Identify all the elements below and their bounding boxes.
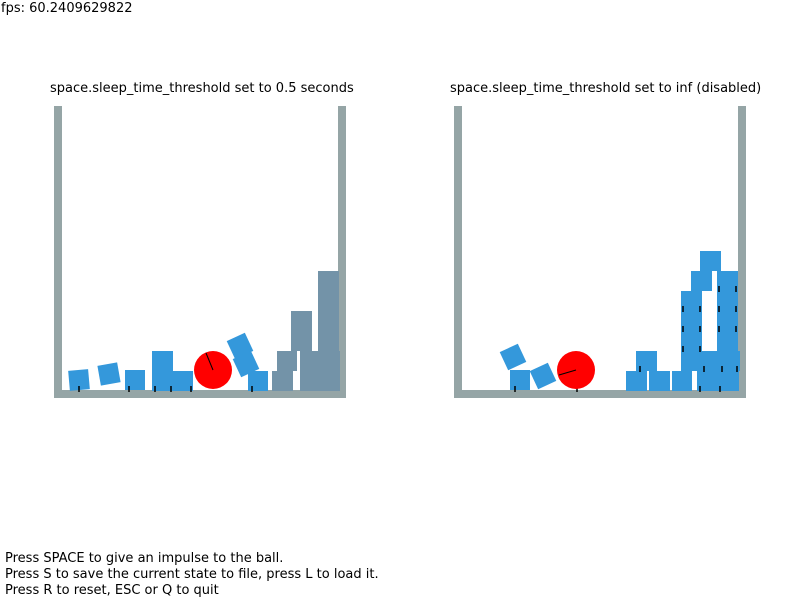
contact-points (514, 286, 738, 392)
box (626, 371, 647, 391)
sleeping-box (300, 351, 320, 371)
left-panel-title: space.sleep_time_threshold set to 0.5 se… (50, 81, 354, 96)
box (697, 371, 718, 391)
right-simulation (454, 106, 746, 398)
box (672, 371, 692, 391)
box (720, 351, 740, 371)
box (510, 370, 530, 390)
box (97, 362, 121, 386)
box (717, 331, 738, 351)
box (681, 331, 702, 351)
sleeping-box (320, 371, 340, 391)
help-line-impulse: Press SPACE to give an impulse to the ba… (5, 551, 284, 566)
help-text: Press SPACE to give an impulse to the ba… (5, 551, 379, 599)
box (636, 351, 657, 371)
sleeping-box (318, 331, 339, 351)
sleeping-box (300, 371, 320, 391)
box (173, 371, 193, 391)
help-line-save-load: Press S to save the current state to fil… (5, 567, 379, 582)
box (700, 351, 721, 371)
sleeping-box (318, 291, 339, 311)
box (529, 362, 557, 390)
box (717, 291, 738, 311)
box (649, 371, 670, 391)
box (68, 369, 90, 391)
box (226, 332, 254, 360)
help-line-reset-quit: Press R to reset, ESC or Q to quit (5, 583, 219, 598)
box (152, 351, 173, 371)
sleeping-box (318, 311, 339, 331)
box (700, 251, 721, 271)
sleeping-box (291, 331, 312, 351)
ball (557, 351, 595, 389)
contact-points (78, 386, 253, 392)
box (499, 343, 527, 371)
sleeping-box (318, 271, 339, 291)
box (681, 311, 702, 331)
sleeping-box (291, 311, 312, 331)
box (681, 351, 702, 371)
sleeping-box (272, 371, 293, 391)
box (717, 271, 738, 291)
left-container-walls (54, 106, 346, 398)
box (717, 311, 738, 331)
box (125, 370, 145, 390)
box (681, 291, 702, 311)
box (152, 371, 173, 391)
fps-counter: fps: 60.2409629822 (1, 1, 133, 16)
box (718, 371, 739, 391)
box (248, 371, 268, 391)
sleeping-box (320, 351, 340, 371)
ball (194, 351, 232, 389)
box (691, 271, 712, 291)
right-panel-title: space.sleep_time_threshold set to inf (d… (450, 81, 762, 96)
right-container-walls (454, 106, 746, 398)
box (232, 350, 260, 378)
left-simulation (54, 106, 346, 398)
sleeping-box (277, 351, 297, 371)
